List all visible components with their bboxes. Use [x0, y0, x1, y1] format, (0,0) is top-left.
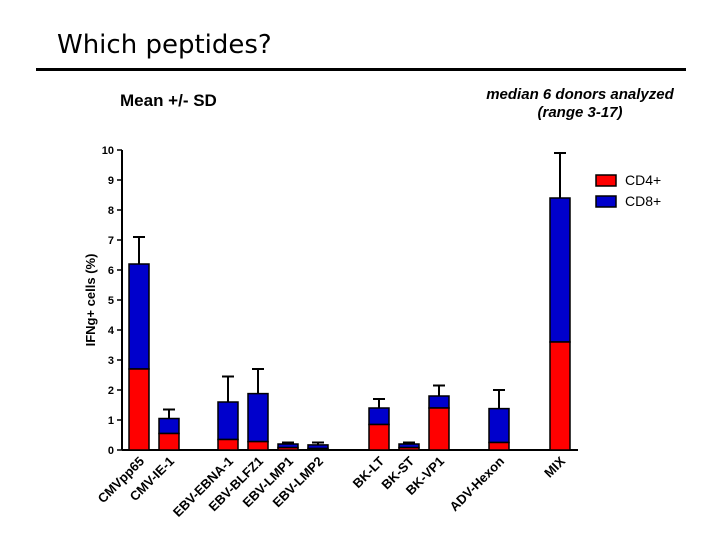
y-tick-label-1: 1: [108, 415, 114, 427]
y-tick-label-4: 4: [108, 325, 115, 337]
bar-cd8-10: [549, 197, 571, 343]
chart-subtitle: Mean +/- SD: [120, 91, 217, 110]
bar-cd4-7: [398, 446, 420, 451]
legend-swatch-1: [595, 195, 617, 208]
y-tick-label-10: 10: [102, 145, 114, 157]
y-tick-label-6: 6: [108, 265, 114, 277]
bar-cd4-5: [307, 447, 329, 451]
bar-cd4-3: [247, 440, 269, 451]
chart-annotation: median 6 donors analyzed (range 3-17): [470, 86, 690, 122]
bar-cd4-8: [428, 407, 450, 451]
y-tick-label-7: 7: [108, 235, 114, 247]
bar-cd8-9: [488, 407, 510, 444]
slide-title: Which peptides?: [57, 30, 272, 60]
y-tick-label-8: 8: [108, 205, 114, 217]
bar-cd8-2: [217, 401, 239, 441]
y-axis-title: IFNg+ cells (%): [83, 254, 98, 347]
x-tick-label-9: ADV-Hexon: [446, 453, 507, 514]
y-tick-label-3: 3: [108, 355, 114, 367]
annotation-line-2: (range 3-17): [537, 104, 623, 121]
bar-cd8-0: [128, 263, 150, 370]
y-tick-label-9: 9: [108, 175, 114, 187]
annotation-line-1: median 6 donors analyzed: [486, 86, 674, 103]
bar-cd8-3: [247, 392, 269, 443]
bar-cd4-10: [549, 341, 571, 451]
bar-cd4-6: [368, 423, 390, 451]
legend-swatch-0: [595, 174, 617, 187]
legend-label-0: CD4+: [625, 172, 661, 188]
bar-cd8-8: [428, 395, 450, 409]
y-tick-label-2: 2: [108, 385, 114, 397]
y-tick-label-5: 5: [108, 295, 114, 307]
bar-cd8-6: [368, 407, 390, 426]
y-tick-label-0: 0: [108, 445, 114, 457]
bar-cd4-2: [217, 438, 239, 451]
bar-cd4-9: [488, 441, 510, 451]
bar-cd4-1: [158, 432, 180, 451]
bar-cd4-0: [128, 368, 150, 451]
title-divider: [36, 68, 686, 71]
legend-label-1: CD8+: [625, 193, 661, 209]
bar-cd4-4: [277, 446, 299, 451]
bar-cd8-1: [158, 417, 180, 435]
x-tick-label-10: MIX: [541, 453, 568, 480]
